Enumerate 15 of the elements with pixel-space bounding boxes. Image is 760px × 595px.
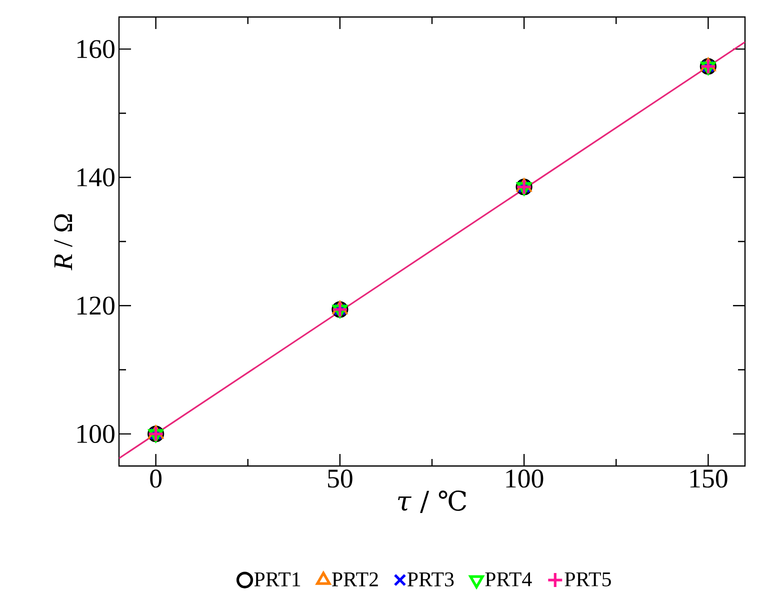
y-tick-label: 120 [77,296,114,315]
legend-label: PRT2 [332,572,378,586]
y-tick-label: 160 [77,40,114,58]
legend-label: PRT1 [254,572,300,586]
x-axis-title: τ / ℃ [398,490,466,513]
x-tick-label: 150 [690,470,728,488]
legend-label: PRT3 [408,572,454,586]
legend-label: PRT4 [485,572,532,586]
legend-label: PRT5 [564,572,611,586]
y-tick-label: 100 [77,424,114,444]
y-axis-title: R / Ω [54,214,72,270]
x-tick-label: 0 [150,470,162,488]
x-tick-label: 50 [328,470,352,488]
y-tick-label: 140 [77,168,114,186]
x-tick-label: 100 [506,470,544,488]
